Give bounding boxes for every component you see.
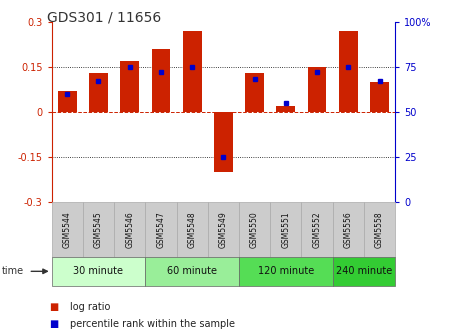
Bar <box>183 31 202 112</box>
Bar <box>333 202 364 257</box>
Bar <box>308 67 326 112</box>
Bar <box>208 202 239 257</box>
Bar <box>52 202 83 257</box>
Text: GSM5558: GSM5558 <box>375 211 384 248</box>
Bar <box>58 91 77 112</box>
Bar <box>333 257 395 286</box>
Bar <box>370 82 389 112</box>
Text: 240 minute: 240 minute <box>336 266 392 276</box>
Bar <box>277 106 295 112</box>
Bar <box>245 73 264 112</box>
Text: GSM5544: GSM5544 <box>63 211 72 248</box>
Text: GSM5551: GSM5551 <box>282 211 291 248</box>
Text: GSM5550: GSM5550 <box>250 211 259 248</box>
Bar <box>239 257 333 286</box>
Bar <box>83 202 114 257</box>
Text: 30 minute: 30 minute <box>74 266 123 276</box>
Bar <box>114 202 145 257</box>
Text: 60 minute: 60 minute <box>167 266 217 276</box>
Text: GSM5545: GSM5545 <box>94 211 103 248</box>
Bar <box>89 73 108 112</box>
Text: GSM5549: GSM5549 <box>219 211 228 248</box>
Text: GSM5546: GSM5546 <box>125 211 134 248</box>
Bar <box>176 202 208 257</box>
Text: time: time <box>2 266 24 276</box>
Bar <box>270 202 301 257</box>
Bar <box>239 202 270 257</box>
Text: GSM5548: GSM5548 <box>188 211 197 248</box>
Text: GSM5556: GSM5556 <box>344 211 353 248</box>
Bar <box>152 49 170 112</box>
Text: ■: ■ <box>49 319 59 329</box>
Text: GSM5552: GSM5552 <box>313 211 321 248</box>
Bar <box>120 61 139 112</box>
Bar <box>52 257 145 286</box>
Text: GSM5547: GSM5547 <box>156 211 165 248</box>
Bar <box>301 202 333 257</box>
Bar <box>364 202 395 257</box>
Text: log ratio: log ratio <box>70 302 110 312</box>
Text: GDS301 / 11656: GDS301 / 11656 <box>47 10 161 24</box>
Bar <box>145 202 176 257</box>
Text: percentile rank within the sample: percentile rank within the sample <box>70 319 234 329</box>
Bar <box>214 112 233 172</box>
Text: 120 minute: 120 minute <box>258 266 314 276</box>
Text: ■: ■ <box>49 302 59 312</box>
Bar <box>145 257 239 286</box>
Bar <box>339 31 358 112</box>
